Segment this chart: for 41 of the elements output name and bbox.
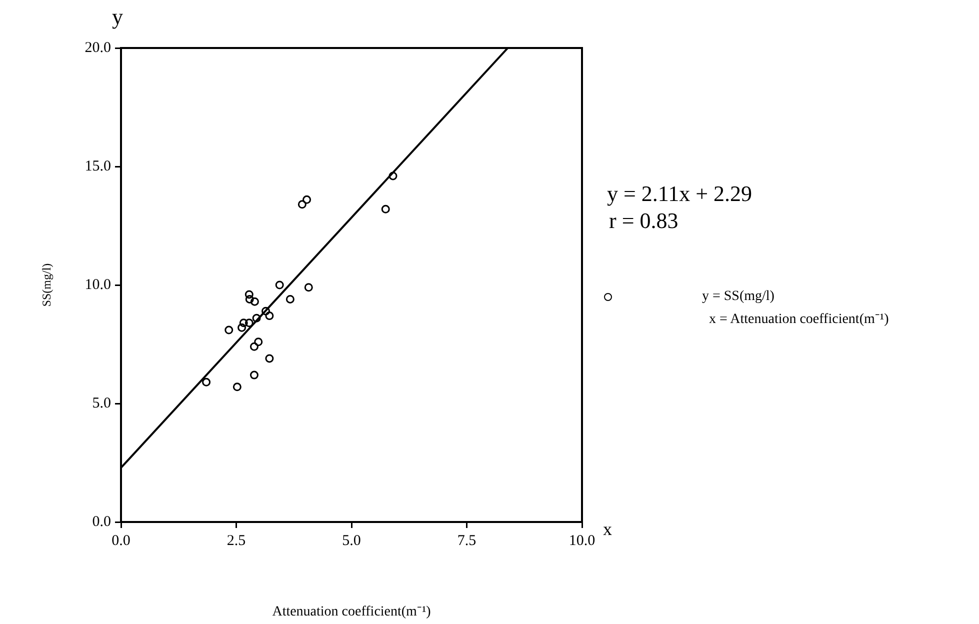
point bbox=[388, 172, 398, 180]
text: x = Attenuation coefficient(m⁻¹) bbox=[709, 312, 889, 327]
point bbox=[262, 306, 270, 316]
text: y = SS(mg/l) bbox=[702, 289, 774, 305]
point bbox=[254, 338, 263, 346]
point bbox=[244, 318, 254, 328]
point bbox=[275, 280, 284, 290]
point bbox=[202, 378, 211, 386]
x-tick-label: 2.5 bbox=[226, 532, 246, 549]
y-tick-label: 20.0 bbox=[84, 40, 111, 56]
text: x bbox=[603, 519, 612, 539]
y-tick-label: 0.0 bbox=[92, 514, 111, 530]
point bbox=[302, 195, 312, 204]
point bbox=[239, 318, 248, 328]
text: y = 2.11x + 2.29 bbox=[607, 181, 752, 206]
point bbox=[381, 204, 390, 214]
point bbox=[232, 382, 242, 392]
point bbox=[304, 283, 313, 292]
point bbox=[265, 354, 274, 363]
point bbox=[250, 297, 259, 306]
x-tick-label: 0.0 bbox=[112, 532, 130, 549]
point bbox=[224, 326, 234, 334]
x-tick-label: 10.0 bbox=[568, 532, 596, 549]
point bbox=[250, 342, 258, 351]
point bbox=[245, 294, 254, 304]
x-tick-label: 5.0 bbox=[342, 532, 361, 549]
point bbox=[298, 200, 306, 209]
point bbox=[252, 314, 261, 322]
x-tick-label: 7.5 bbox=[457, 532, 476, 549]
y-tick-label: 10.0 bbox=[84, 276, 111, 293]
text: y bbox=[112, 4, 123, 29]
y-axis-title: SS(mg/l) bbox=[39, 263, 54, 307]
x-axis-title: Attenuation coefficient(m⁻¹) bbox=[272, 604, 432, 620]
y-tick-label: 5.0 bbox=[92, 395, 111, 412]
y-tick-label: 15.0 bbox=[84, 158, 111, 174]
point bbox=[238, 323, 246, 332]
text: r = 0.83 bbox=[609, 208, 678, 233]
point bbox=[265, 312, 274, 320]
point bbox=[250, 370, 258, 380]
point bbox=[244, 290, 254, 299]
point bbox=[286, 294, 294, 304]
